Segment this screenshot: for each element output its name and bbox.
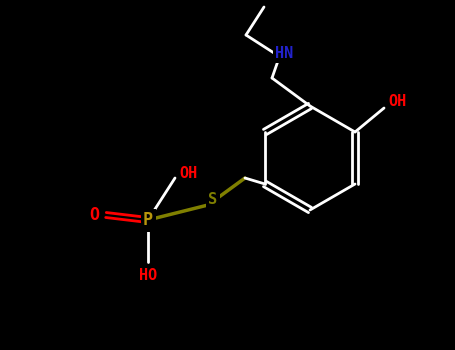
Text: S: S <box>208 193 217 208</box>
Text: OH: OH <box>180 166 198 181</box>
Text: HN: HN <box>275 46 293 61</box>
Text: OH: OH <box>388 94 406 110</box>
Text: O: O <box>89 206 99 224</box>
Text: P: P <box>143 211 153 229</box>
Text: HO: HO <box>139 268 157 284</box>
